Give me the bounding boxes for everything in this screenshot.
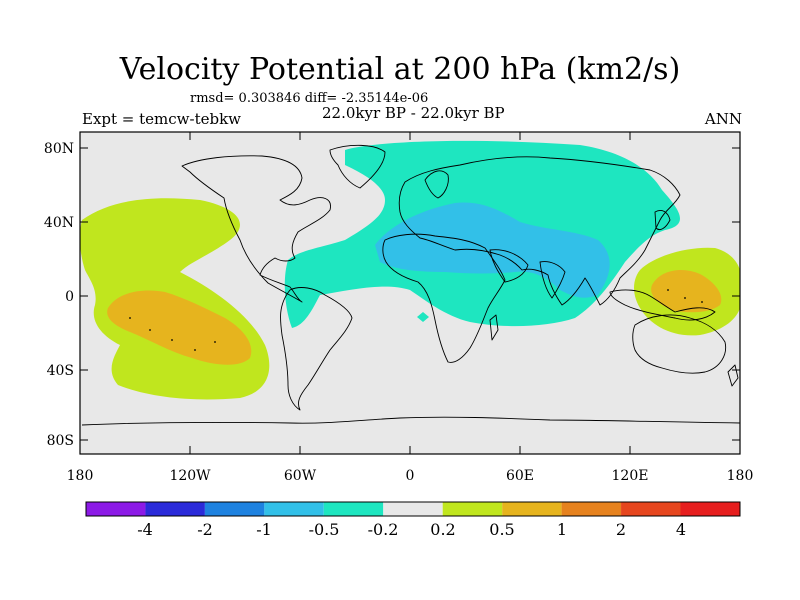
x-label: 60E bbox=[506, 468, 534, 484]
stipple-dot bbox=[171, 339, 173, 341]
colorbar-label: -2 bbox=[197, 520, 213, 539]
colorbar-label: 0.5 bbox=[489, 520, 514, 539]
colorbar-label: 1 bbox=[557, 520, 567, 539]
colorbar-bin bbox=[383, 502, 443, 516]
colorbar-label: -1 bbox=[256, 520, 272, 539]
colorbar-bin bbox=[264, 502, 324, 516]
y-label: 0 bbox=[65, 289, 74, 305]
page-title: Velocity Potential at 200 hPa (km2/s) bbox=[119, 52, 681, 87]
y-label: 40S bbox=[47, 363, 74, 379]
stats-text: rmsd= 0.303846 diff= -2.35144e-06 bbox=[190, 91, 429, 106]
x-label: 120E bbox=[612, 468, 649, 484]
positive-core-west-pacific bbox=[651, 269, 722, 313]
stipple-dot bbox=[214, 341, 216, 343]
coast-india bbox=[539, 261, 566, 299]
stipple-dot bbox=[149, 329, 151, 331]
y-ticks bbox=[80, 147, 740, 441]
stipple-dots bbox=[129, 289, 703, 351]
colorbar-label: -0.5 bbox=[309, 520, 340, 539]
x-label: 120W bbox=[169, 468, 211, 484]
y-label: 80N bbox=[44, 141, 74, 157]
y-label: 80S bbox=[47, 433, 74, 449]
colorbar-bin bbox=[323, 502, 384, 516]
stipple-dot bbox=[667, 289, 669, 291]
colorbar-label: -4 bbox=[137, 520, 153, 539]
stipple-dot bbox=[684, 297, 686, 299]
experiment-label: Expt = temcw-tebkw bbox=[82, 110, 242, 128]
small-negative-blob bbox=[417, 312, 429, 322]
colorbar-bin bbox=[621, 502, 681, 516]
coast-eurasia bbox=[398, 156, 681, 306]
coast-maritime-continent bbox=[609, 289, 716, 321]
x-ticks bbox=[79, 132, 741, 454]
colorbar-bin bbox=[86, 502, 146, 516]
coast-north-america bbox=[181, 155, 331, 303]
season-label: ANN bbox=[704, 110, 742, 128]
x-label: 60W bbox=[284, 468, 317, 484]
coastlines bbox=[81, 144, 740, 426]
colorbar-label: 4 bbox=[676, 520, 686, 539]
colorbar-bin bbox=[204, 502, 265, 516]
colorbar-label: 2 bbox=[616, 520, 626, 539]
coast-australia bbox=[632, 314, 727, 374]
coast-scandinavia bbox=[424, 170, 449, 199]
colorbar-outline bbox=[85, 501, 741, 517]
stipple-dot bbox=[129, 317, 131, 319]
colorbar-label: -0.2 bbox=[368, 520, 399, 539]
coast-madagascar bbox=[489, 314, 499, 341]
positive-core-east-pacific bbox=[107, 290, 252, 365]
x-label: 180 bbox=[727, 468, 754, 484]
stipple-dot bbox=[701, 301, 703, 303]
colorbar-bin bbox=[561, 502, 622, 516]
coast-greenland bbox=[329, 144, 386, 189]
colorbar bbox=[85, 501, 741, 517]
colorbar-label: 0.2 bbox=[430, 520, 455, 539]
coast-south-america bbox=[280, 287, 353, 411]
x-label: 0 bbox=[406, 468, 415, 484]
coast-japan bbox=[654, 209, 671, 231]
coast-africa bbox=[382, 233, 506, 363]
coast-antarctica bbox=[81, 416, 740, 426]
coast-new-zealand bbox=[727, 364, 739, 387]
colorbar-bin bbox=[145, 502, 205, 516]
colorbar-bin bbox=[502, 502, 562, 516]
period-label: 22.0kyr BP - 22.0kyr BP bbox=[322, 104, 505, 122]
stipple-dot bbox=[194, 349, 196, 351]
colorbar-bin bbox=[442, 502, 503, 516]
y-label: 40N bbox=[44, 215, 74, 231]
colorbar-bin bbox=[680, 502, 740, 516]
coast-arabia bbox=[489, 249, 529, 283]
x-label: 180 bbox=[67, 468, 94, 484]
